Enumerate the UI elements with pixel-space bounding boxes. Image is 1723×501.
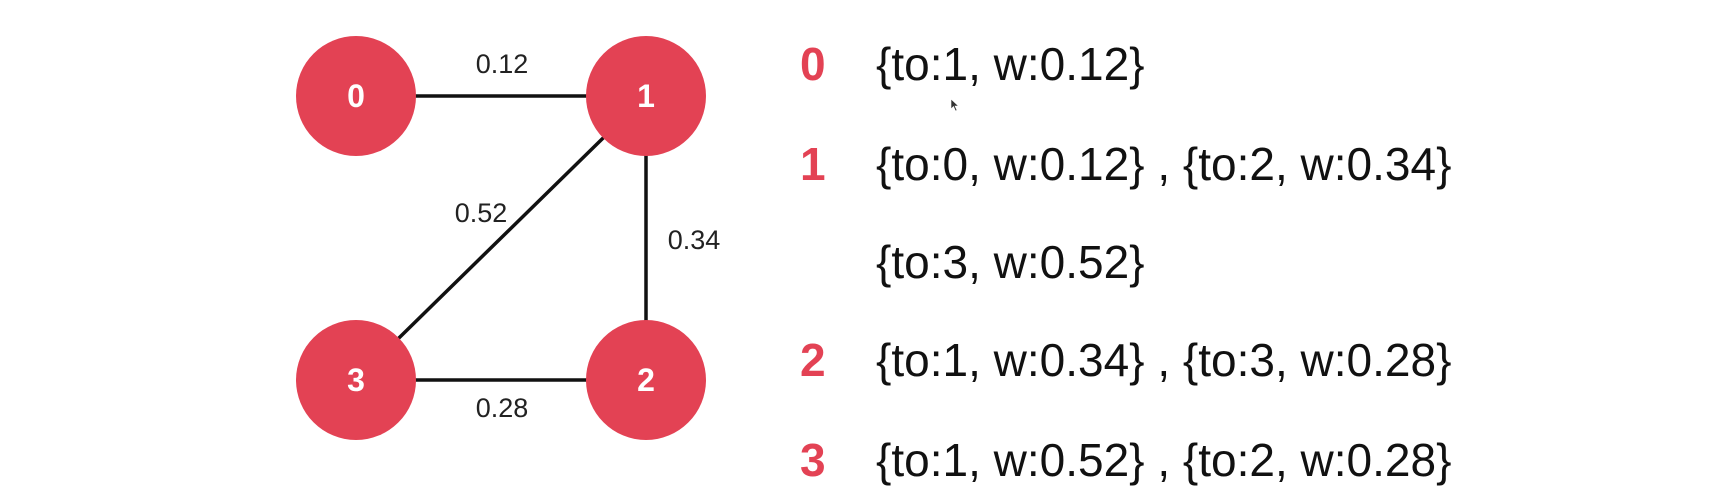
weighted-graph-diagram: 0.12 0.34 0.52 0.28 0 1 2 3 <box>296 36 721 440</box>
adjacency-row-edges: {to:1, w:0.12} <box>876 38 1145 90</box>
adjacency-row-edges: {to:1, w:0.34} , {to:3, w:0.28} <box>876 334 1452 386</box>
node-2: 2 <box>586 320 706 440</box>
edge-0-1-weight: 0.12 <box>476 49 529 79</box>
adjacency-row-index: 3 <box>800 434 826 486</box>
node-2-label: 2 <box>637 362 655 398</box>
node-2-circle <box>586 320 706 440</box>
adjacency-row-index: 0 <box>800 38 826 90</box>
node-3: 3 <box>296 320 416 440</box>
node-1: 1 <box>586 36 706 156</box>
edge-1-2-weight: 0.34 <box>668 225 721 255</box>
adjacency-row-edges: {to:3, w:0.52} <box>876 236 1145 288</box>
node-3-label: 3 <box>347 362 365 398</box>
node-1-label: 1 <box>637 78 655 114</box>
adjacency-row-edges: {to:0, w:0.12} , {to:2, w:0.34} <box>876 138 1452 190</box>
node-0-circle <box>296 36 416 156</box>
adjacency-row-index: 2 <box>800 334 826 386</box>
node-0: 0 <box>296 36 416 156</box>
adjacency-list: 0 {to:1, w:0.12} 1 {to:0, w:0.12} , {to:… <box>800 0 1700 501</box>
node-1-circle <box>586 36 706 156</box>
mouse-cursor-icon <box>950 98 960 112</box>
edge-1-3 <box>354 94 648 382</box>
edge-1-3-weight: 0.52 <box>455 198 508 228</box>
adjacency-row-edges: {to:1, w:0.52} , {to:2, w:0.28} <box>876 434 1452 486</box>
node-0-label: 0 <box>347 78 365 114</box>
node-3-circle <box>296 320 416 440</box>
edge-3-2-weight: 0.28 <box>476 393 529 423</box>
adjacency-row-index: 1 <box>800 138 826 190</box>
